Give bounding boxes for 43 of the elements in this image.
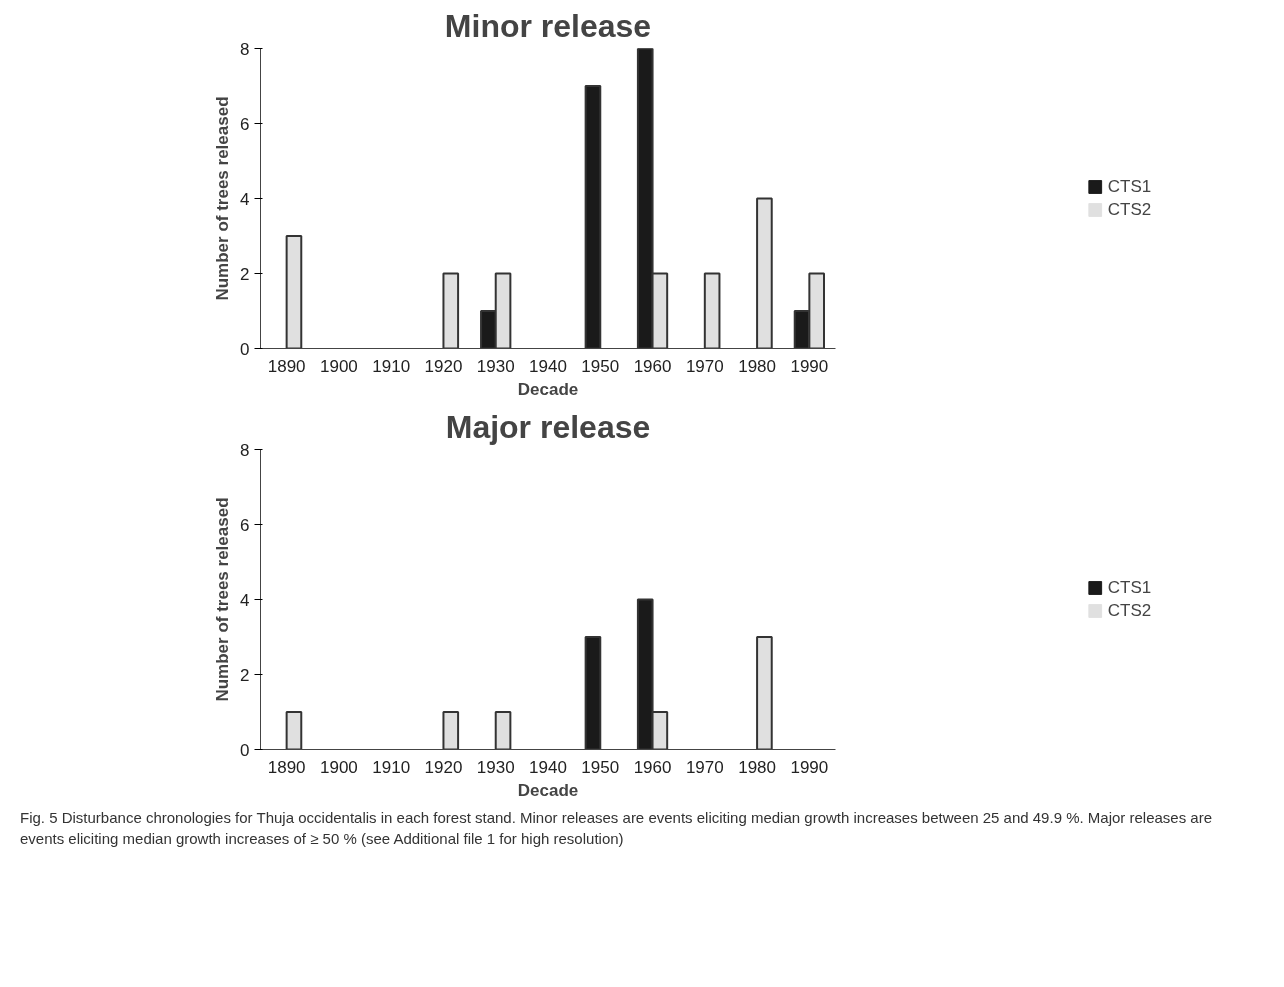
x-tick-label: 1900 [320, 356, 358, 376]
x-tick-label: 1900 [320, 757, 358, 777]
x-tick-label: 1950 [581, 757, 620, 777]
x-tick-label: 1970 [685, 356, 724, 376]
x-tick-label: 1910 [372, 757, 411, 777]
y-tick-label: 2 [240, 264, 250, 284]
y-tick-label: 8 [240, 440, 250, 460]
y-tick-label: 0 [240, 740, 250, 760]
x-tick-label: 1990 [790, 356, 829, 376]
y-axis-title: Number of trees released [213, 497, 233, 702]
y-tick-label: 6 [240, 515, 250, 535]
legend-label: CTS2 [1107, 600, 1152, 621]
x-tick-label: 1890 [267, 757, 306, 777]
y-tick-label: 0 [240, 339, 250, 359]
y-tick-label: 4 [240, 189, 250, 209]
x-axis-title: Decade [517, 379, 579, 399]
x-tick-label: 1980 [738, 356, 777, 376]
legend-label: CTS1 [1107, 176, 1152, 197]
x-tick-label: 1980 [738, 757, 777, 777]
legend-label: CTS2 [1107, 199, 1152, 220]
x-tick-label: 1970 [685, 757, 724, 777]
x-tick-label: 1960 [633, 356, 672, 376]
x-tick-label: 1910 [372, 356, 411, 376]
x-tick-label: 1950 [581, 356, 620, 376]
y-tick-label: 4 [240, 590, 250, 610]
y-tick-label: 8 [240, 39, 250, 59]
caption: Fig. 5 Disturbance chronologies for Thuja occidentalis in each forest stand. Minor releases are events eliciting median growth increases between 25 and 49.9 %. Major releases are events eliciting median growth increases of ≥ 50 % (see Additional file 1 for high resolution) [20, 808, 1214, 850]
x-tick-label: 1990 [790, 757, 829, 777]
chart-title: Major release [445, 408, 651, 445]
x-tick-label: 1890 [267, 356, 306, 376]
x-tick-label: 1960 [633, 757, 672, 777]
x-tick-label: 1940 [529, 356, 567, 376]
y-tick-label: 6 [240, 114, 250, 134]
x-axis-title: Decade [517, 780, 579, 800]
y-tick-label: 2 [240, 665, 250, 685]
x-tick-label: 1920 [424, 757, 463, 777]
x-tick-label: 1930 [476, 356, 515, 376]
x-tick-label: 1940 [529, 757, 567, 777]
x-tick-label: 1920 [424, 356, 463, 376]
x-tick-label: 1930 [476, 757, 515, 777]
y-axis-title: Number of trees released [213, 96, 233, 301]
legend-label: CTS1 [1107, 577, 1152, 598]
chart-title: Minor release [444, 7, 652, 44]
